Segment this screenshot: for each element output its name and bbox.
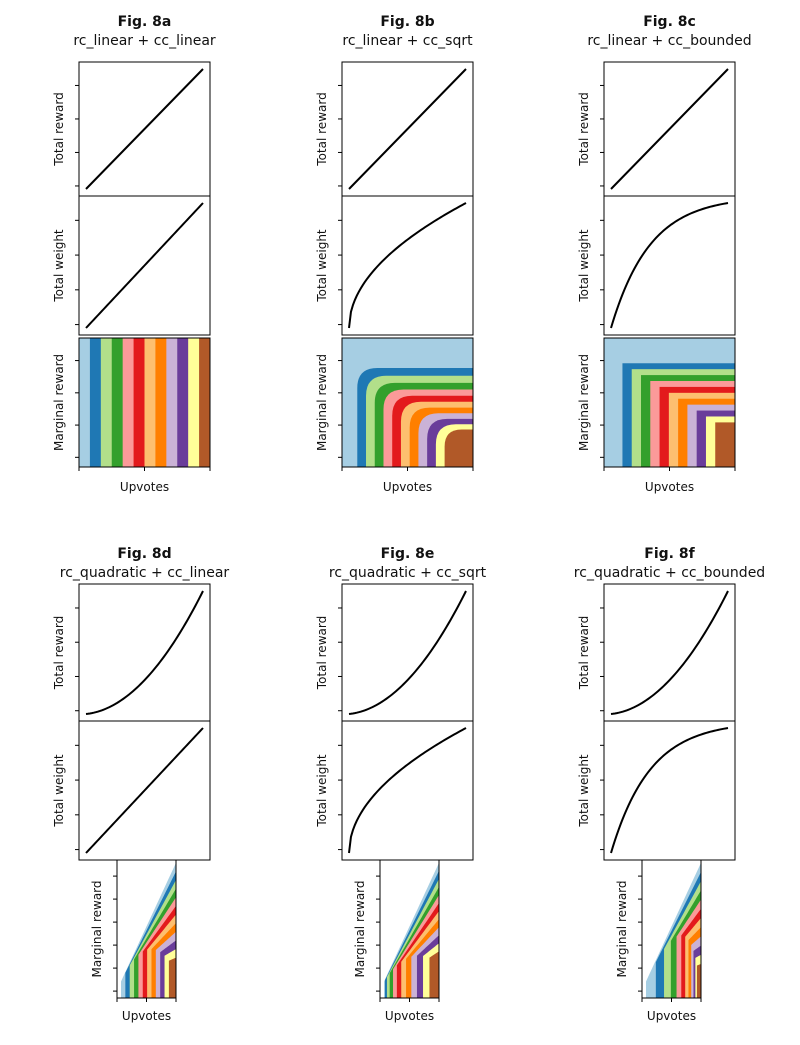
- total-weight-ylabel: Total weight: [52, 754, 66, 828]
- xlabel-upvotes: Upvotes: [120, 480, 169, 494]
- marginal-band: [166, 338, 178, 467]
- figure-title: Fig. 8c: [643, 14, 696, 30]
- marginal-band: [696, 963, 701, 998]
- total-weight-axes: [78, 195, 211, 336]
- marginal-ylabel: Marginal reward: [52, 354, 66, 451]
- total-reward-line: [348, 68, 467, 190]
- total-weight-ylabel: Total weight: [315, 229, 329, 303]
- figure-d: Fig. 8d rc_quadratic + cc_linear Total rew…: [52, 546, 229, 1023]
- marginal-band: [100, 338, 113, 467]
- total-weight-axes: [603, 195, 736, 336]
- xlabel-upvotes: Upvotes: [385, 1009, 434, 1023]
- figure-e: Fig. 8e rc_quadratic + cc_sqrt Total rewar…: [315, 546, 487, 1023]
- total-weight-line: [348, 202, 467, 329]
- total-reward-ylabel: Total reward: [577, 616, 591, 690]
- total-weight-line: [348, 727, 467, 854]
- marginal-band: [144, 338, 156, 467]
- total-weight-line: [610, 202, 729, 329]
- figure-c: Fig. 8c rc_linear + cc_bounded Total rewar…: [577, 14, 752, 494]
- total-reward-ylabel: Total reward: [52, 92, 66, 166]
- xlabel-upvotes: Upvotes: [645, 480, 694, 494]
- total-reward-line: [610, 590, 729, 715]
- marginal-band: [177, 338, 189, 467]
- marginal-band: [444, 429, 473, 467]
- total-reward-line: [348, 590, 467, 715]
- marginal-ylabel: Marginal reward: [615, 880, 629, 977]
- total-reward-line: [610, 68, 729, 190]
- figure-b: Fig. 8b rc_linear + cc_sqrt Total reward To…: [315, 14, 474, 494]
- figure-title: Fig. 8d: [117, 546, 171, 562]
- total-reward-axes: [341, 583, 474, 722]
- marginal-band: [429, 951, 439, 998]
- figure-subtitle: rc_quadratic + cc_linear: [60, 565, 230, 581]
- marginal-band: [155, 338, 167, 467]
- total-reward-axes: [603, 583, 736, 722]
- figure-title: Fig. 8b: [380, 14, 434, 30]
- marginal-band: [122, 338, 135, 467]
- total-reward-line: [85, 68, 204, 190]
- figure-title: Fig. 8e: [381, 546, 435, 562]
- marginal-band: [133, 338, 145, 467]
- total-reward-ylabel: Total reward: [315, 616, 329, 690]
- figure-subtitle: rc_quadratic + cc_sqrt: [329, 565, 487, 581]
- marginal-band: [111, 338, 124, 467]
- total-weight-ylabel: Total weight: [52, 229, 66, 303]
- marginal-band: [79, 338, 91, 467]
- marginal-ylabel: Marginal reward: [577, 354, 591, 451]
- marginal-band: [168, 957, 176, 998]
- marginal-band: [715, 422, 735, 467]
- total-weight-ylabel: Total weight: [577, 754, 591, 828]
- marginal-ylabel: Marginal reward: [315, 354, 329, 451]
- total-weight-line: [85, 727, 204, 854]
- figure-subtitle: rc_linear + cc_linear: [73, 33, 216, 49]
- marginal-ylabel: Marginal reward: [353, 880, 367, 977]
- total-reward-axes: [78, 583, 211, 722]
- xlabel-upvotes: Upvotes: [122, 1009, 171, 1023]
- xlabel-upvotes: Upvotes: [647, 1009, 696, 1023]
- marginal-band: [89, 338, 102, 467]
- total-weight-axes: [341, 195, 474, 336]
- total-weight-axes: [341, 720, 474, 861]
- marginal-ylabel: Marginal reward: [90, 880, 104, 977]
- figure-subtitle: rc_linear + cc_bounded: [587, 33, 751, 49]
- xlabel-upvotes: Upvotes: [383, 480, 432, 494]
- total-reward-ylabel: Total reward: [52, 616, 66, 690]
- total-weight-ylabel: Total weight: [315, 754, 329, 828]
- total-reward-line: [85, 590, 204, 715]
- figure-subtitle: rc_quadratic + cc_bounded: [574, 565, 765, 581]
- total-weight-line: [85, 202, 204, 329]
- total-reward-ylabel: Total reward: [577, 92, 591, 166]
- total-weight-axes: [603, 720, 736, 861]
- figure-title: Fig. 8a: [118, 14, 172, 30]
- total-weight-line: [610, 727, 729, 854]
- figure-a: Fig. 8a rc_linear + cc_linear Total reward…: [52, 14, 216, 494]
- total-reward-ylabel: Total reward: [315, 92, 329, 166]
- marginal-band: [188, 338, 200, 467]
- figure-f: Fig. 8f rc_quadratic + cc_bounded Total re…: [574, 546, 765, 1023]
- total-weight-ylabel: Total weight: [577, 229, 591, 303]
- figure-subtitle: rc_linear + cc_sqrt: [342, 33, 473, 49]
- figure-title: Fig. 8f: [644, 546, 695, 562]
- marginal-band: [199, 338, 211, 467]
